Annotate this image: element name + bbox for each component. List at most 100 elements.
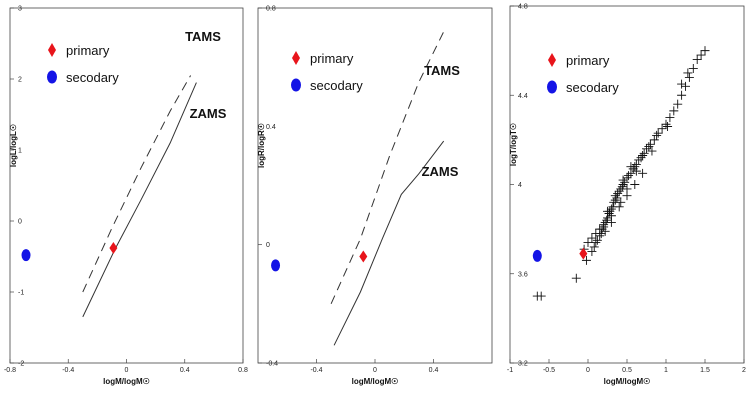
y-tick-label: 0 <box>266 242 270 249</box>
scatter-point <box>536 291 546 301</box>
legend-secondary-marker <box>291 78 301 92</box>
x-tick-label: 0 <box>373 367 377 374</box>
scatter-point <box>673 99 683 109</box>
x-tick-label: -0.4 <box>62 367 74 374</box>
plot-frame <box>9 7 244 364</box>
tams-line <box>330 31 445 305</box>
scatter-point <box>622 173 632 183</box>
y-tick-label: 0 <box>18 219 22 226</box>
scatter-point <box>612 193 622 203</box>
y-tick-label: -1 <box>18 290 24 297</box>
x-tick-label: 2 <box>742 367 746 374</box>
scatter-point <box>647 146 657 156</box>
scatter-point <box>571 273 581 283</box>
scatter-point <box>681 81 690 91</box>
zams-line <box>333 140 445 346</box>
scatter-point <box>599 220 609 230</box>
scatter-point <box>683 68 693 78</box>
scatter-point <box>606 217 616 227</box>
x-axis-label: logM/logM☉ <box>103 377 150 386</box>
chart-panel-2: -0.4 0 0.4 -0.4 0 0.4 0.8 logM/logM☉ logR/logR☉ p… <box>257 6 493 386</box>
y-tick-label: -0.4 <box>266 361 278 368</box>
y-tick-label: 4 <box>518 182 522 189</box>
secodary-point <box>271 259 281 272</box>
tams-line <box>82 75 192 293</box>
secodary-point <box>532 249 542 262</box>
scatter-point <box>624 171 634 181</box>
scatter-point <box>665 113 675 123</box>
scatter-point <box>700 46 710 56</box>
y-tick-label: 1 <box>18 148 22 155</box>
chart-panel-1: -0.8 -0.4 0 0.4 0.8 -2 -1 0 1 2 3 logM/logM☉ logL/lo… <box>4 6 248 387</box>
scatter-point <box>618 175 628 185</box>
x-tick-label: -0.5 <box>543 367 555 374</box>
y-axis-label: logT/logT☉ <box>509 123 518 166</box>
x-tick-label: -0.8 <box>4 367 16 374</box>
primary-point <box>109 241 118 254</box>
legend-secondary-label: secodary <box>566 80 619 95</box>
x-axis-label: logM/logM☉ <box>352 377 399 386</box>
y-tick-label: 2 <box>18 77 22 84</box>
scatter-point <box>677 90 687 100</box>
x-tick-label: 1 <box>664 367 668 374</box>
legend-primary-label: primary <box>66 43 110 58</box>
scatter-point <box>631 166 641 176</box>
x-tick-label: 0.8 <box>238 367 248 374</box>
legend-primary-label: primary <box>310 51 354 66</box>
scatter-point <box>649 135 659 145</box>
scatter-point <box>639 148 649 158</box>
legend-primary-marker <box>48 43 56 57</box>
scatter-point <box>696 50 706 60</box>
scatter-point <box>595 224 605 234</box>
annotation-zams: ZAMS <box>190 106 227 121</box>
scatter-point <box>600 226 610 236</box>
scatter-point <box>653 128 663 138</box>
legend: primary secodary <box>547 53 619 95</box>
scatter-point <box>684 72 694 82</box>
scatter-point <box>610 191 620 201</box>
legend-secondary-label: secodary <box>66 70 119 85</box>
scatter-point <box>591 229 601 239</box>
scatter-point <box>592 235 602 245</box>
x-tick-label: 0.5 <box>622 367 632 374</box>
y-tick-label: 3 <box>18 6 22 13</box>
x-tick-label: 0 <box>125 367 129 374</box>
scatter-point <box>589 242 599 252</box>
scatter-point <box>657 124 667 134</box>
y-tick-label: 3.2 <box>518 361 528 368</box>
scatter-point <box>638 168 648 178</box>
y-tick-label: 3.6 <box>518 271 528 278</box>
annotation-zams: ZAMS <box>422 164 459 179</box>
y-tick-label: 4.4 <box>518 93 528 100</box>
legend-secondary-marker <box>547 80 557 94</box>
legend-secondary-label: secodary <box>310 78 363 93</box>
x-tick-label: -1 <box>507 367 513 374</box>
x-tick-label: 0 <box>586 367 590 374</box>
scatter-point <box>604 209 614 219</box>
scatter-point <box>688 63 698 73</box>
scatter-point <box>663 121 673 131</box>
y-tick-label: -2 <box>18 361 24 368</box>
y-tick-label: 0.4 <box>266 124 276 131</box>
x-tick-label: -0.4 <box>310 367 322 374</box>
plot-frame <box>257 7 493 364</box>
scatter-point <box>634 155 644 165</box>
scatter-point <box>587 233 597 243</box>
zams-line <box>82 82 197 318</box>
y-axis-label: logL/logL☉ <box>9 124 18 167</box>
legend-primary-label: primary <box>566 53 610 68</box>
scatter-point <box>626 162 636 172</box>
scatter-point <box>617 182 627 192</box>
x-axis-label: logM/logM☉ <box>604 377 651 386</box>
legend: primary secodary <box>291 51 363 93</box>
scatter-point <box>583 238 593 248</box>
scatter-point <box>669 106 679 116</box>
x-tick-label: 0.4 <box>180 367 190 374</box>
y-axis-label: logR/logR☉ <box>257 123 266 168</box>
scatter-point <box>620 177 630 187</box>
primary-point <box>579 247 588 260</box>
secodary-point <box>21 249 31 262</box>
scatter-point <box>630 180 640 189</box>
legend: primary secodary <box>47 43 119 85</box>
annotation-tams: TAMS <box>424 63 460 78</box>
